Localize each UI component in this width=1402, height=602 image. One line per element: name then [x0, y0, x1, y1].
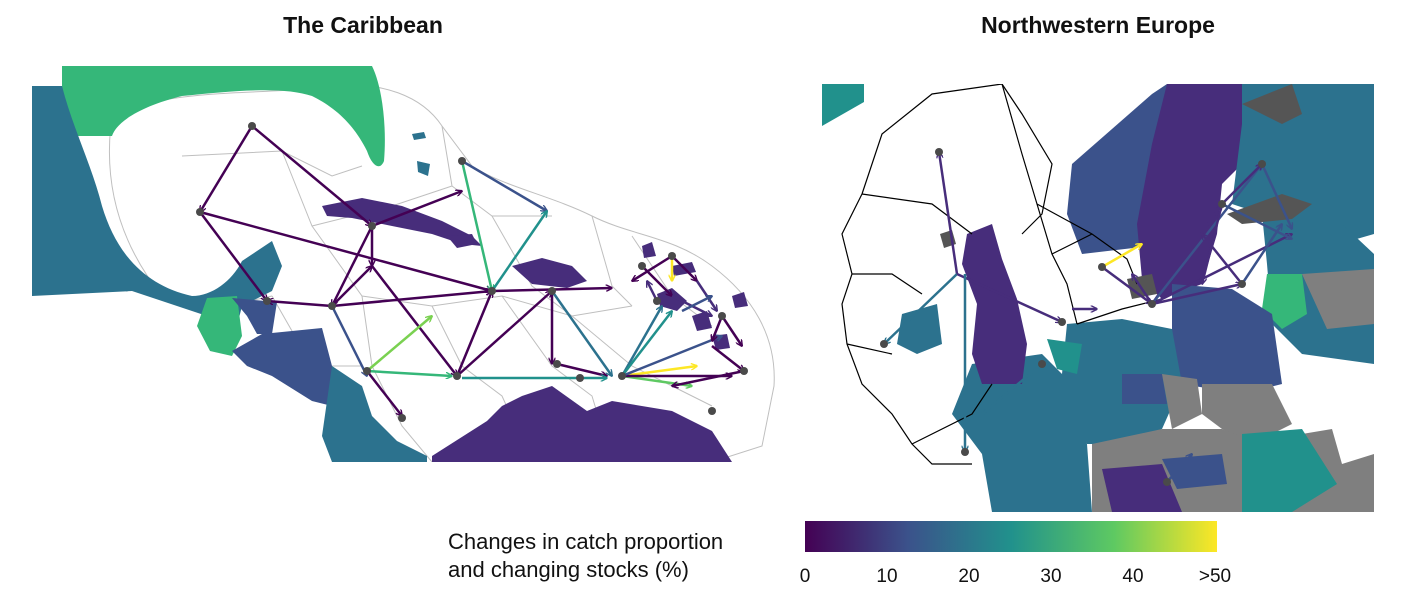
caribbean-land: [32, 66, 748, 462]
legend-tick: 20: [958, 566, 980, 587]
europe-eez-outlines: [841, 84, 1163, 465]
legend-tick: 40: [1122, 566, 1144, 587]
caribbean-map: [32, 66, 787, 462]
legend-tick: >50: [1198, 566, 1232, 587]
legend-tick: 30: [1040, 566, 1062, 587]
legend-tick: 0: [799, 566, 811, 587]
legend-label: Changes in catch proportion and changing…: [448, 528, 723, 584]
caribbean-title: The Caribbean: [283, 12, 443, 38]
caribbean-origin-points: [196, 122, 748, 422]
legend-colorbar: [805, 521, 1217, 552]
legend-label-line2: and changing stocks (%): [448, 557, 689, 582]
legend-label-line1: Changes in catch proportion: [448, 529, 724, 554]
europe-title: Northwestern Europe: [981, 12, 1215, 38]
europe-origin-points: [880, 148, 1266, 486]
europe-map: [822, 84, 1374, 512]
caribbean-map-svg: [32, 66, 775, 462]
legend-tick: 10: [876, 566, 898, 587]
europe-map-svg: [822, 84, 1374, 512]
europe-land: [822, 84, 1374, 512]
europe-catch-arrows: [884, 152, 1292, 483]
caribbean-catch-arrows: [200, 125, 744, 416]
